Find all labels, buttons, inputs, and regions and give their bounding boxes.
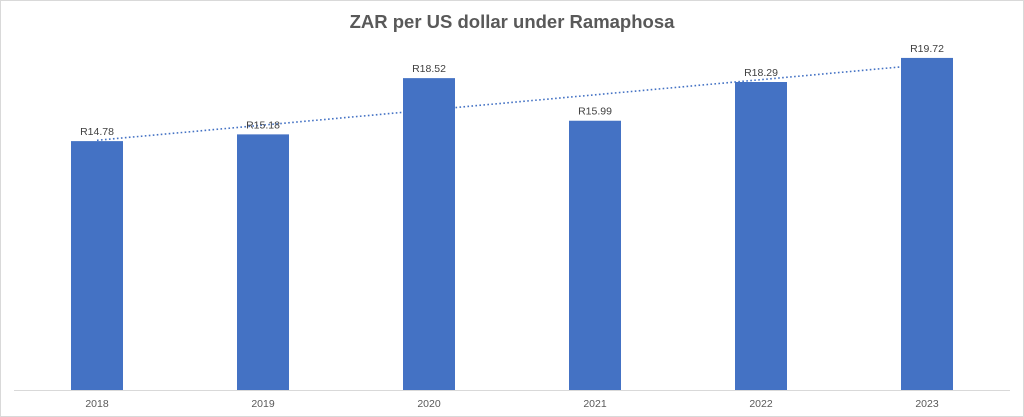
data-label-2019: R15.18 [246,119,280,131]
bar-2018 [71,141,123,390]
bar-2020 [403,78,455,390]
bar-2022 [735,82,787,391]
data-label-2021: R15.99 [578,106,612,118]
bar-2021 [569,120,621,390]
x-tick-2020: 2020 [417,398,441,410]
chart-title: ZAR per US dollar under Ramaphosa [349,11,675,32]
data-labels: R14.78 R15.18 R18.52 R15.99 R18.29 R19.72 [80,43,944,138]
x-tick-2022: 2022 [749,398,773,410]
x-tick-2021: 2021 [583,398,607,410]
data-label-2018: R14.78 [80,126,114,138]
data-label-2022: R18.29 [744,67,778,79]
bar-2019 [237,134,289,390]
trendline [96,63,928,142]
x-tick-2019: 2019 [251,398,275,410]
x-tick-2023: 2023 [915,398,939,410]
bar-series [71,57,953,391]
x-tick-2018: 2018 [85,398,109,410]
x-tick-labels: 2018 2019 2020 2021 2022 2023 [85,398,939,410]
data-label-2023: R19.72 [910,43,944,55]
data-label-2020: R18.52 [412,63,446,75]
bar-2023 [901,57,953,391]
